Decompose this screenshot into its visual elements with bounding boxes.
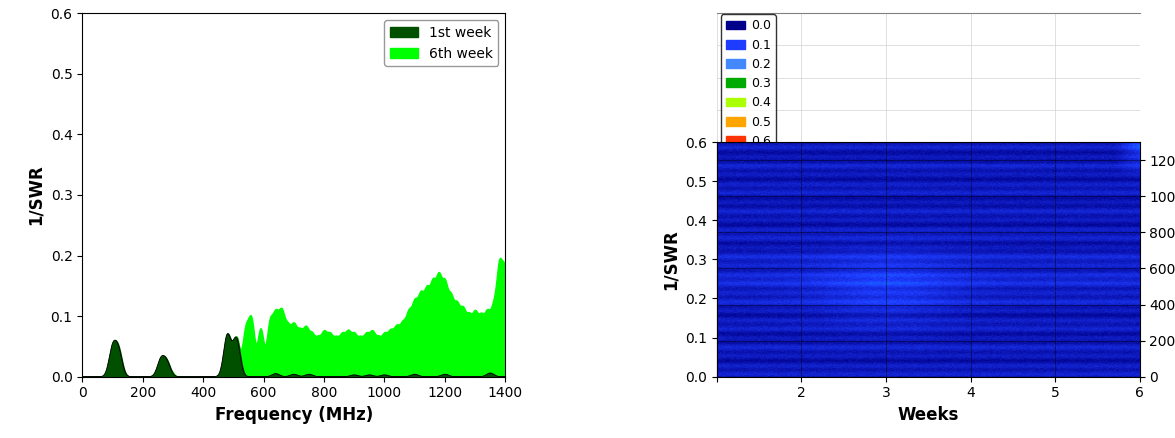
- Legend: 1st week, 6th week: 1st week, 6th week: [384, 20, 498, 66]
- Legend: 0.0, 0.1, 0.2, 0.3, 0.4, 0.5, 0.6: 0.0, 0.1, 0.2, 0.3, 0.4, 0.5, 0.6: [721, 14, 776, 153]
- X-axis label: Frequency (MHz): Frequency (MHz): [215, 406, 372, 424]
- X-axis label: Weeks: Weeks: [898, 406, 959, 424]
- Y-axis label: 1/SWR: 1/SWR: [27, 165, 45, 225]
